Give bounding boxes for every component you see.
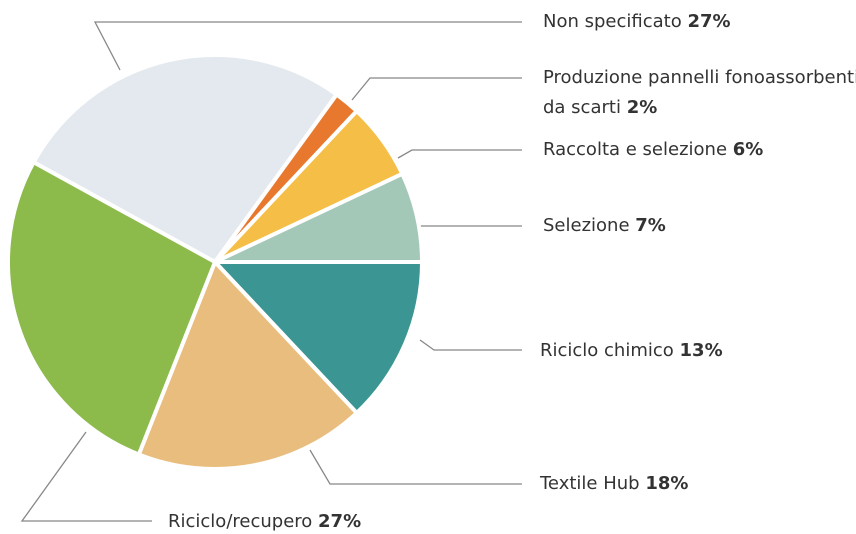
leader-line: [93, 21, 522, 71]
leader-line: [397, 149, 522, 159]
leader-line: [351, 77, 522, 101]
slice-value: 7%: [635, 215, 666, 236]
slice-name: Produzione pannelli fonoassorbenti da sc…: [543, 67, 856, 118]
slice-value: 13%: [679, 340, 723, 361]
pie-slice: [30, 53, 340, 265]
slice-value: 27%: [318, 511, 362, 532]
slice-label: Raccolta e selezione 6%: [543, 135, 856, 165]
slice-label: Riciclo/recupero 27%: [168, 507, 488, 534]
slice-value: 18%: [645, 473, 689, 494]
slice-name: Raccolta e selezione: [543, 139, 728, 160]
pie-slice: [6, 159, 218, 458]
slice-name: Selezione: [543, 215, 630, 236]
slice-label: Selezione 7%: [543, 211, 856, 241]
slice-label: Textile Hub 18%: [540, 469, 856, 499]
slice-name: Non specificato: [543, 11, 682, 32]
pie: [6, 53, 425, 471]
slice-value: 2%: [626, 97, 658, 118]
leader-line: [20, 431, 152, 522]
slice-name: Riciclo chimico: [540, 340, 674, 361]
slice-name: Riciclo/recupero: [168, 511, 313, 532]
slice-label: Non specificato 27%: [543, 7, 856, 37]
slice-name: Textile Hub: [540, 473, 640, 494]
slice-label: Riciclo chimico 13%: [540, 336, 856, 366]
slice-value: 6%: [732, 139, 764, 160]
slice-label: Produzione pannelli fonoassorbenti da sc…: [543, 63, 856, 123]
pie-slice: [210, 260, 425, 416]
pie-slice: [136, 258, 360, 471]
leader-line: [419, 339, 522, 351]
slice-value: 27%: [687, 11, 731, 32]
leader-line: [309, 449, 522, 485]
